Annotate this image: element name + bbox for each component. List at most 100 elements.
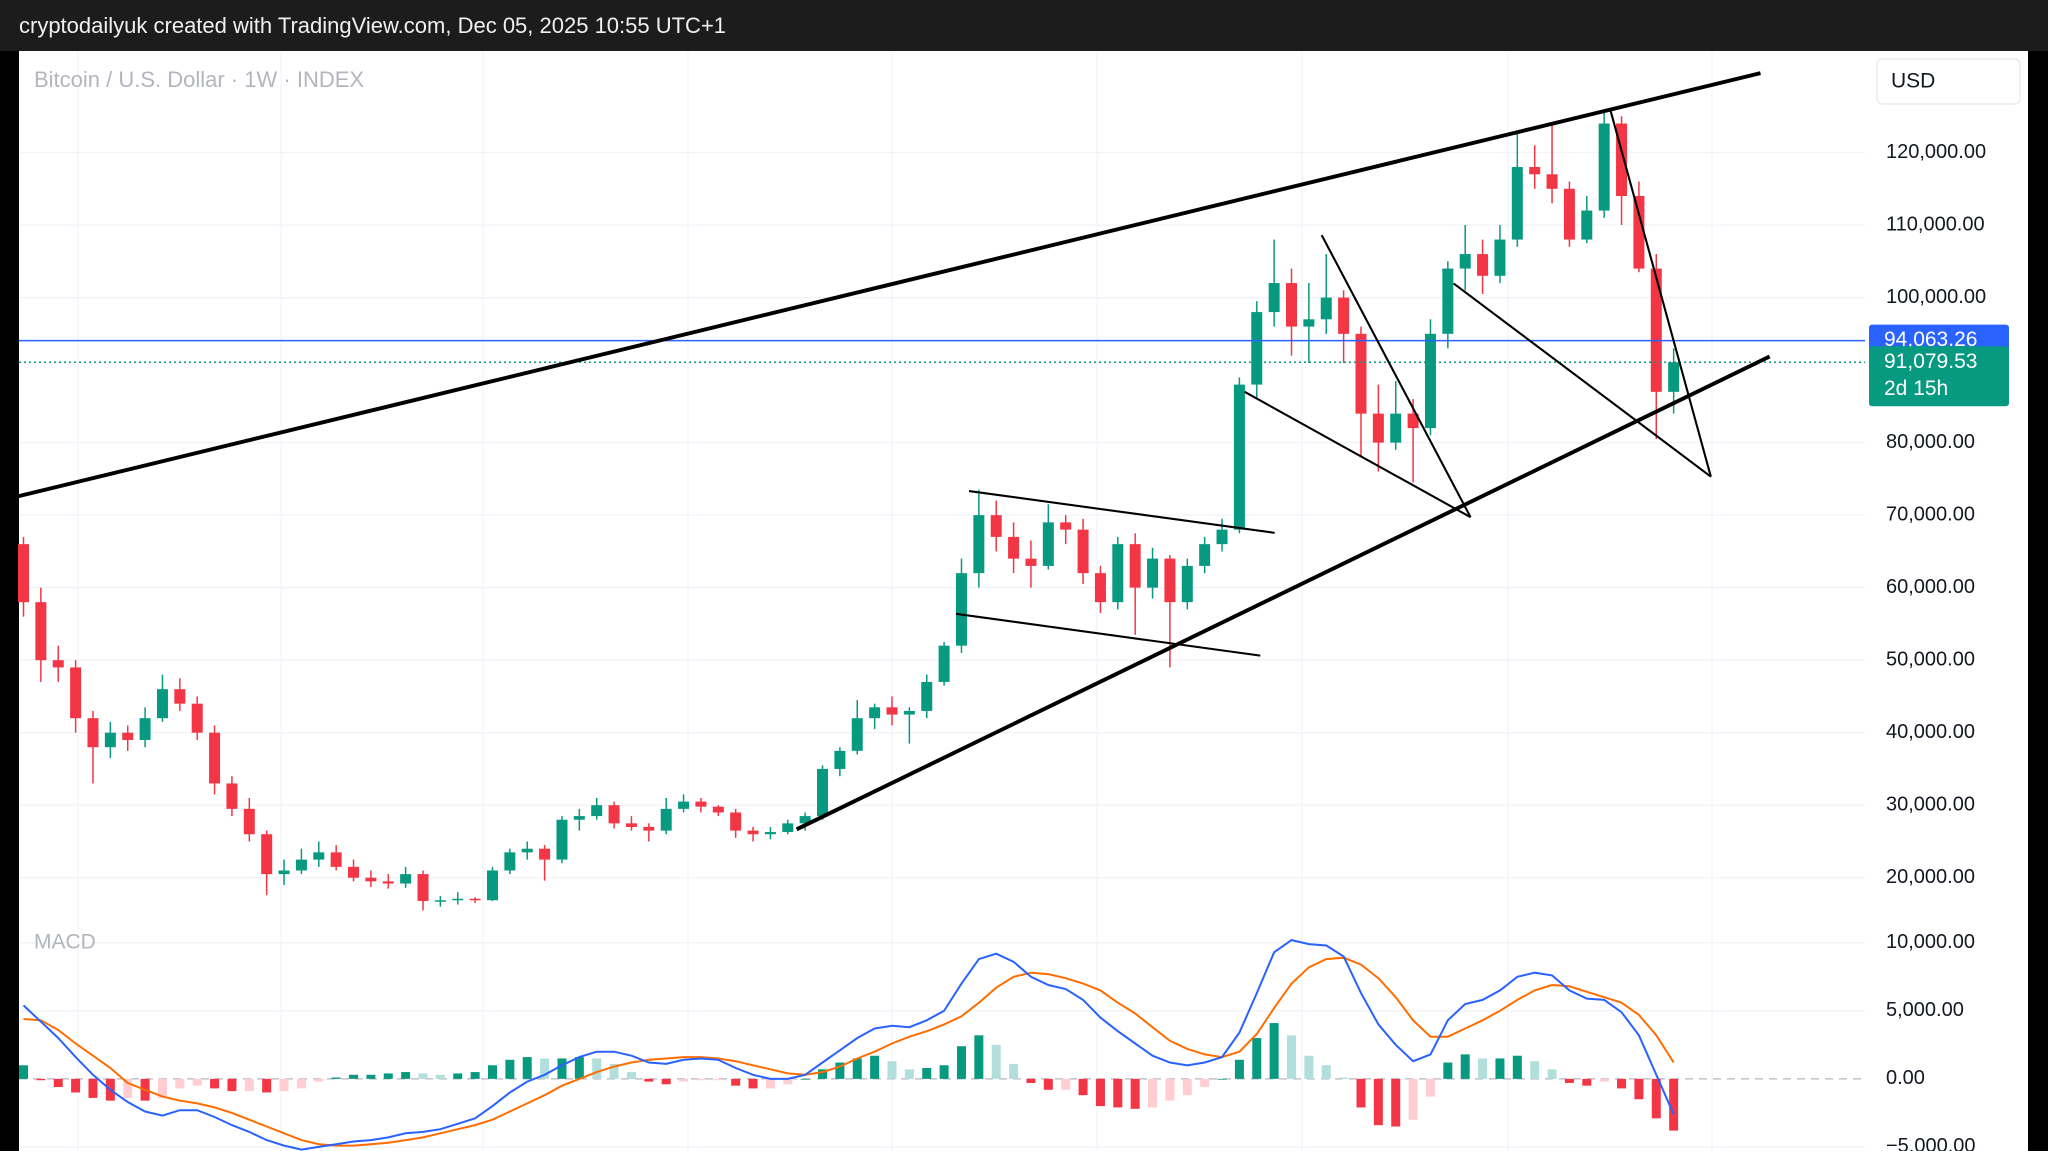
candle-body	[122, 732, 134, 740]
candle-body	[1129, 544, 1141, 588]
reference-label: 94,063.26	[1884, 328, 1977, 351]
candle-body	[434, 900, 446, 902]
y-tick-label: 110,000.00	[1886, 213, 1985, 235]
candle-body	[243, 808, 255, 835]
y-tick-label: 30,000.00	[1886, 793, 1975, 815]
currency-box[interactable]	[1876, 58, 2021, 105]
y-tick-label: 60,000.00	[1886, 576, 1975, 598]
candle-body	[1442, 268, 1454, 334]
candle-body	[625, 823, 637, 827]
candle-body	[261, 834, 273, 875]
histogram-bar	[939, 1065, 949, 1079]
candle-body	[469, 898, 481, 901]
histogram-bar	[974, 1035, 984, 1079]
candle-body	[1060, 522, 1072, 530]
upper-trendline	[17, 71, 1761, 499]
histogram-bar	[123, 1078, 133, 1098]
candle-body	[1094, 573, 1106, 603]
candle-body	[1320, 297, 1332, 320]
histogram-bar	[1009, 1063, 1019, 1079]
candle-body	[209, 732, 221, 784]
candle-body	[1407, 413, 1419, 429]
candle-body	[1494, 239, 1506, 276]
candle-body	[1251, 312, 1263, 385]
histogram-bar	[453, 1073, 463, 1079]
histogram-bar	[904, 1069, 914, 1079]
candle-body	[52, 660, 64, 668]
flag-bottom	[955, 612, 1261, 657]
candle-body	[747, 830, 759, 835]
candle-body	[1511, 167, 1523, 240]
candle-body	[382, 881, 394, 884]
histogram-bar	[1182, 1078, 1192, 1096]
histogram-bar	[731, 1078, 741, 1086]
histogram-bar	[1634, 1078, 1644, 1100]
y-tick-label: 0.00	[1886, 1067, 1925, 1089]
candle-body	[591, 805, 603, 817]
histogram-bar	[192, 1078, 202, 1086]
histogram-bar	[296, 1078, 306, 1089]
histogram-bar	[592, 1058, 602, 1079]
signal-line	[23, 956, 1675, 1147]
histogram-bar	[1651, 1078, 1661, 1119]
candle-body	[764, 832, 776, 835]
grid	[19, 151, 1865, 1148]
candle-body	[1668, 362, 1680, 392]
histogram-bar	[696, 1078, 706, 1081]
histogram-bar	[1582, 1078, 1592, 1086]
histogram-bar	[262, 1078, 272, 1093]
histogram-bar	[661, 1078, 671, 1085]
y-tick-label: 100,000.00	[1886, 286, 1986, 308]
candle-body	[486, 870, 498, 901]
histogram-bar	[470, 1072, 480, 1079]
histogram-bar	[1460, 1054, 1470, 1079]
histogram-bar	[435, 1074, 445, 1079]
header: cryptodailyuk created with TradingView.c…	[0, 0, 2048, 51]
histogram-bar	[1148, 1078, 1158, 1108]
countdown: 2d 15h	[1884, 377, 1948, 400]
histogram-bar	[1530, 1061, 1540, 1079]
y-tick-label: 50,000.00	[1886, 648, 1975, 670]
candle-body	[1216, 529, 1228, 545]
candle-body	[1529, 167, 1541, 175]
macd-line	[22, 939, 1675, 1151]
candle-body	[295, 859, 307, 871]
histogram-bar	[71, 1078, 81, 1093]
candle-body	[504, 852, 516, 871]
histogram-bar	[1564, 1078, 1574, 1083]
histogram-bar	[279, 1078, 289, 1092]
candle-body	[1025, 558, 1037, 566]
candle-body	[1616, 123, 1628, 197]
y-tick-label: 10,000.00	[1886, 931, 1975, 953]
y-tick-label: 70,000.00	[1886, 503, 1975, 525]
candle-body	[348, 866, 360, 878]
wedge-line	[1609, 109, 1712, 477]
histogram-bar	[1269, 1023, 1279, 1079]
histogram-bar	[1130, 1078, 1140, 1109]
histogram-bar	[922, 1067, 932, 1079]
candle-body	[799, 816, 811, 824]
histogram-bar	[1321, 1065, 1331, 1079]
histogram-bar	[1391, 1078, 1401, 1127]
histogram-bar	[401, 1072, 411, 1079]
candle-body	[104, 732, 116, 748]
candle-body	[817, 768, 829, 817]
candle-body	[903, 710, 915, 715]
candle-body	[1199, 544, 1211, 566]
histogram-bar	[349, 1074, 359, 1079]
candle-body	[191, 703, 203, 733]
last-price-label: 91,079.53	[1884, 350, 1977, 373]
candle-body	[573, 816, 585, 820]
candle-body	[35, 602, 47, 661]
candle-body	[1008, 536, 1020, 559]
histogram-bar	[244, 1078, 254, 1092]
candle-body	[1650, 268, 1662, 392]
support-trendline	[795, 354, 1771, 832]
candle-body	[539, 848, 551, 860]
histogram-bar	[1165, 1078, 1175, 1101]
candle-body	[921, 681, 933, 711]
candle-body	[1077, 529, 1089, 574]
candle-body	[1164, 558, 1176, 603]
candle-body	[869, 707, 881, 719]
histogram-bar	[540, 1058, 550, 1079]
